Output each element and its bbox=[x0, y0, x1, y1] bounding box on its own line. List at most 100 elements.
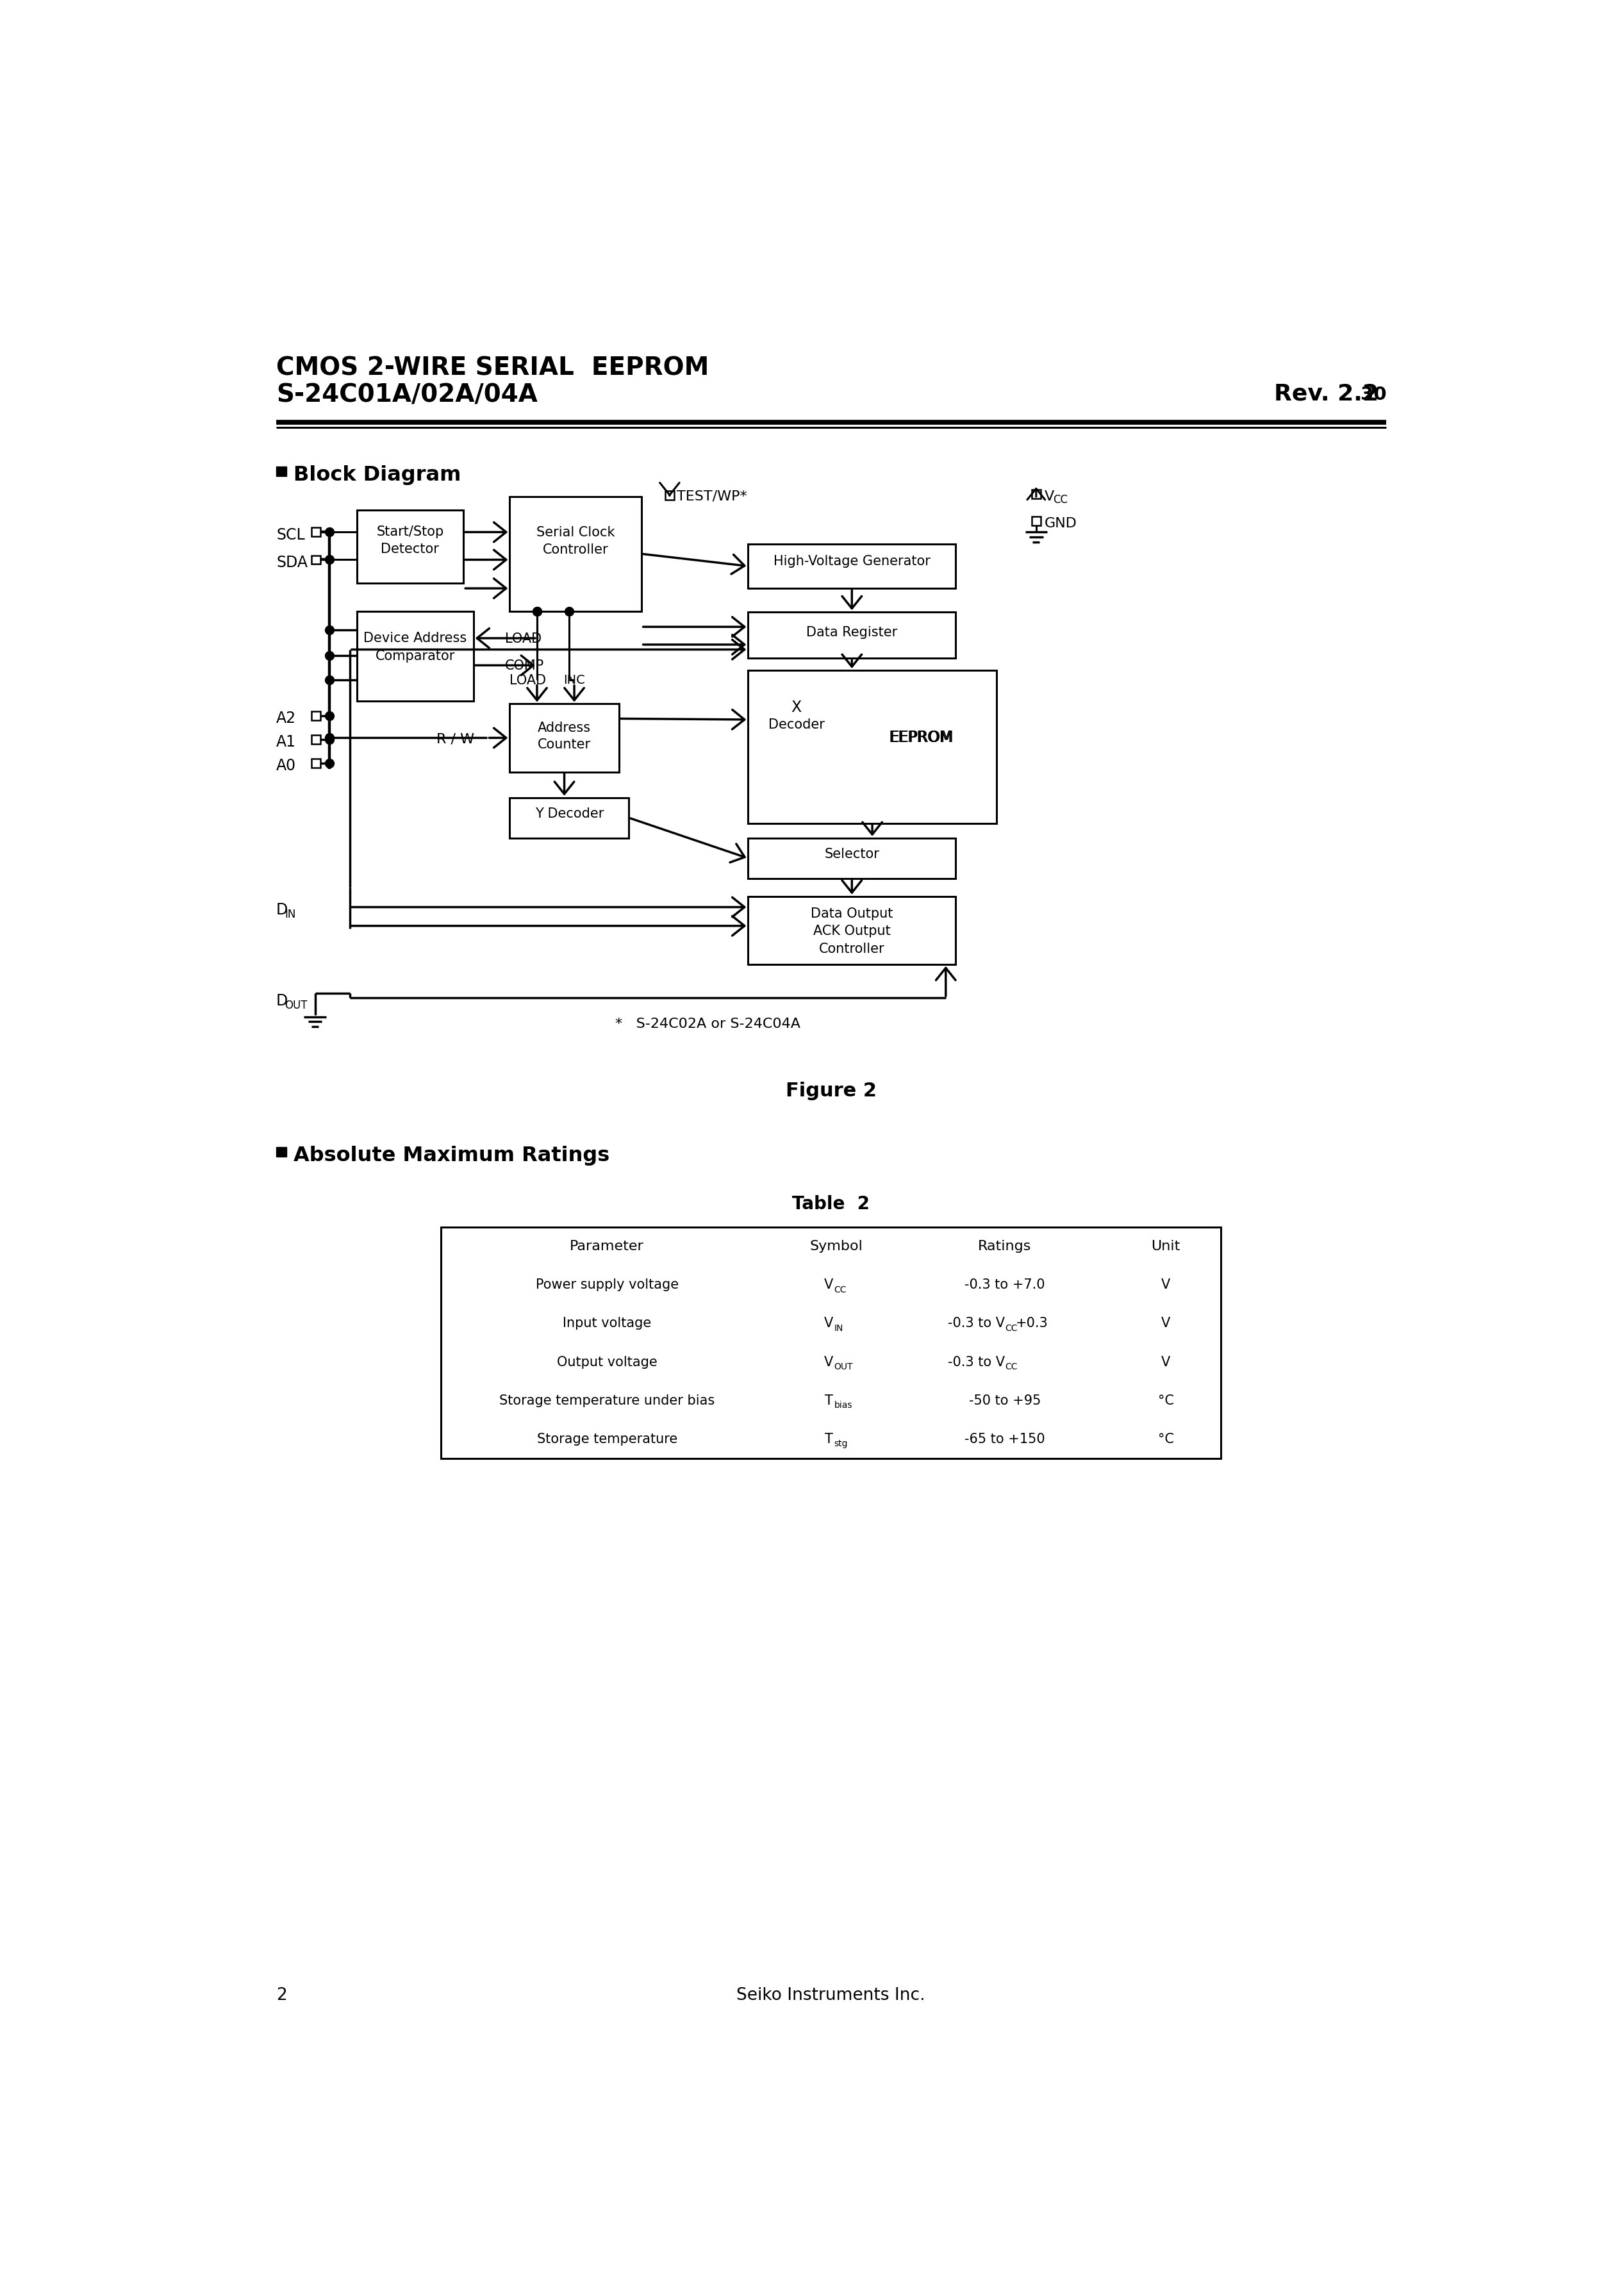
Text: V: V bbox=[1161, 1279, 1171, 1290]
Text: OUT: OUT bbox=[285, 999, 308, 1010]
Text: Rev. 2.2: Rev. 2.2 bbox=[1273, 383, 1387, 404]
Bar bbox=[509, 705, 620, 771]
Text: LOAD: LOAD bbox=[509, 675, 547, 687]
Bar bbox=[311, 735, 321, 744]
Text: CMOS 2-WIRE SERIAL  EEPROM: CMOS 2-WIRE SERIAL EEPROM bbox=[276, 356, 709, 381]
Bar bbox=[357, 611, 474, 700]
Text: SDA: SDA bbox=[276, 556, 308, 569]
Bar bbox=[311, 556, 321, 565]
Text: bias: bias bbox=[834, 1401, 852, 1410]
Bar bbox=[665, 491, 675, 501]
Bar bbox=[276, 1148, 285, 1157]
Text: V: V bbox=[824, 1318, 834, 1329]
Bar bbox=[311, 528, 321, 537]
Bar bbox=[748, 544, 955, 588]
Text: Counter: Counter bbox=[537, 739, 590, 751]
Text: 30: 30 bbox=[1361, 386, 1387, 404]
Text: D: D bbox=[276, 992, 289, 1008]
Text: Decoder: Decoder bbox=[769, 719, 824, 732]
Text: Unit: Unit bbox=[1152, 1240, 1181, 1254]
Text: Y Decoder: Y Decoder bbox=[535, 808, 603, 820]
Text: Controller: Controller bbox=[543, 544, 608, 556]
Text: CC: CC bbox=[1006, 1362, 1017, 1371]
Text: *   S-24C02A or S-24C04A: * S-24C02A or S-24C04A bbox=[615, 1017, 800, 1031]
Text: V: V bbox=[1161, 1318, 1171, 1329]
Text: Storage temperature under bias: Storage temperature under bias bbox=[500, 1394, 715, 1407]
Text: -0.3 to +7.0: -0.3 to +7.0 bbox=[965, 1279, 1045, 1290]
Text: stg: stg bbox=[834, 1440, 848, 1449]
Text: Parameter: Parameter bbox=[569, 1240, 644, 1254]
Text: Selector: Selector bbox=[824, 847, 879, 861]
Text: IN: IN bbox=[834, 1325, 843, 1334]
Text: LOAD: LOAD bbox=[504, 631, 542, 645]
Text: V: V bbox=[1045, 489, 1054, 503]
Text: OUT: OUT bbox=[834, 1362, 853, 1371]
Text: Table  2: Table 2 bbox=[792, 1196, 869, 1212]
Text: CC: CC bbox=[1053, 494, 1067, 505]
Text: S-24C01A/02A/04A: S-24C01A/02A/04A bbox=[276, 383, 537, 406]
Text: Block Diagram: Block Diagram bbox=[294, 466, 461, 484]
Text: High-Voltage Generator: High-Voltage Generator bbox=[774, 556, 931, 567]
Text: Storage temperature: Storage temperature bbox=[537, 1433, 678, 1446]
Text: Ratings: Ratings bbox=[978, 1240, 1032, 1254]
Text: Address: Address bbox=[537, 721, 590, 735]
Bar bbox=[748, 895, 955, 964]
Text: ACK Output: ACK Output bbox=[813, 925, 890, 937]
Bar bbox=[311, 758, 321, 767]
Bar bbox=[748, 838, 955, 879]
Text: GND: GND bbox=[1045, 517, 1077, 530]
Text: D: D bbox=[276, 902, 289, 918]
Text: -65 to +150: -65 to +150 bbox=[965, 1433, 1045, 1446]
Text: Comparator: Comparator bbox=[375, 650, 454, 661]
Text: Detector: Detector bbox=[381, 542, 440, 556]
Bar bbox=[1032, 517, 1041, 526]
Text: -0.3 to V: -0.3 to V bbox=[947, 1318, 1006, 1329]
Text: A2: A2 bbox=[276, 712, 297, 726]
Text: R / W: R / W bbox=[436, 732, 474, 746]
Text: +0.3: +0.3 bbox=[1015, 1318, 1048, 1329]
Text: T: T bbox=[824, 1394, 834, 1407]
Text: SCL: SCL bbox=[276, 528, 305, 542]
Text: EEPROM: EEPROM bbox=[889, 730, 952, 746]
Text: COMP: COMP bbox=[504, 659, 543, 673]
Bar bbox=[276, 466, 285, 475]
Text: V: V bbox=[1161, 1355, 1171, 1368]
Text: °C: °C bbox=[1158, 1433, 1174, 1446]
Bar bbox=[748, 613, 955, 659]
Text: Seiko Instruments Inc.: Seiko Instruments Inc. bbox=[736, 1988, 926, 2004]
Text: V: V bbox=[824, 1355, 834, 1368]
Text: IN: IN bbox=[285, 909, 295, 921]
Text: Figure 2: Figure 2 bbox=[785, 1081, 876, 1100]
Bar bbox=[357, 510, 464, 583]
Text: A0: A0 bbox=[276, 758, 297, 774]
Text: Output voltage: Output voltage bbox=[556, 1355, 657, 1368]
Text: 2: 2 bbox=[276, 1988, 287, 2004]
Text: CC: CC bbox=[1006, 1325, 1017, 1334]
Text: Symbol: Symbol bbox=[809, 1240, 863, 1254]
Bar bbox=[311, 712, 321, 721]
Text: Start/Stop: Start/Stop bbox=[376, 526, 444, 540]
Text: Controller: Controller bbox=[819, 944, 884, 955]
Text: -50 to +95: -50 to +95 bbox=[968, 1394, 1041, 1407]
Text: X: X bbox=[792, 700, 801, 716]
Text: V: V bbox=[824, 1279, 834, 1290]
Text: CC: CC bbox=[834, 1286, 847, 1295]
Text: Input voltage: Input voltage bbox=[563, 1318, 652, 1329]
Bar bbox=[509, 496, 641, 611]
Text: A1: A1 bbox=[276, 735, 297, 751]
Bar bbox=[441, 1228, 1221, 1458]
Text: INC: INC bbox=[563, 675, 586, 687]
Text: Power supply voltage: Power supply voltage bbox=[535, 1279, 678, 1290]
Text: Serial Clock: Serial Clock bbox=[537, 526, 615, 540]
Text: Device Address: Device Address bbox=[363, 631, 467, 645]
Text: °C: °C bbox=[1158, 1394, 1174, 1407]
Bar bbox=[509, 797, 629, 838]
Text: TEST/WP*: TEST/WP* bbox=[676, 489, 746, 503]
Bar bbox=[1032, 489, 1041, 498]
Text: T: T bbox=[824, 1433, 834, 1446]
Text: Absolute Maximum Ratings: Absolute Maximum Ratings bbox=[294, 1146, 610, 1166]
Bar bbox=[748, 670, 996, 824]
Text: Data Register: Data Register bbox=[806, 627, 897, 638]
Text: Data Output: Data Output bbox=[811, 907, 894, 921]
Text: EEPROM: EEPROM bbox=[890, 730, 954, 746]
